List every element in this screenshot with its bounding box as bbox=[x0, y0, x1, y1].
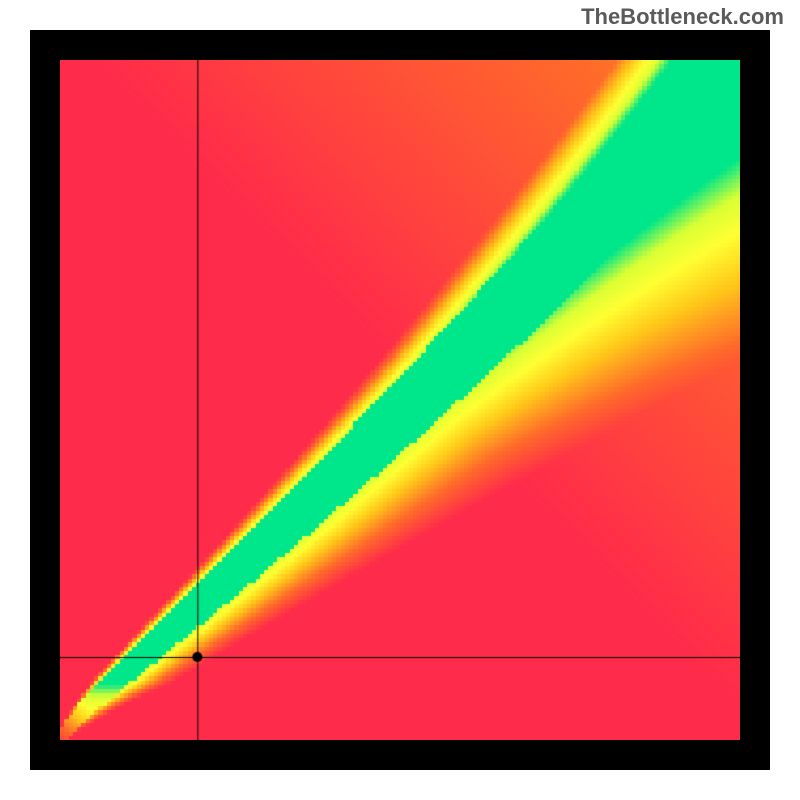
plot-frame bbox=[30, 30, 770, 770]
crosshair-overlay bbox=[60, 60, 740, 740]
watermark-text: TheBottleneck.com bbox=[581, 4, 784, 30]
